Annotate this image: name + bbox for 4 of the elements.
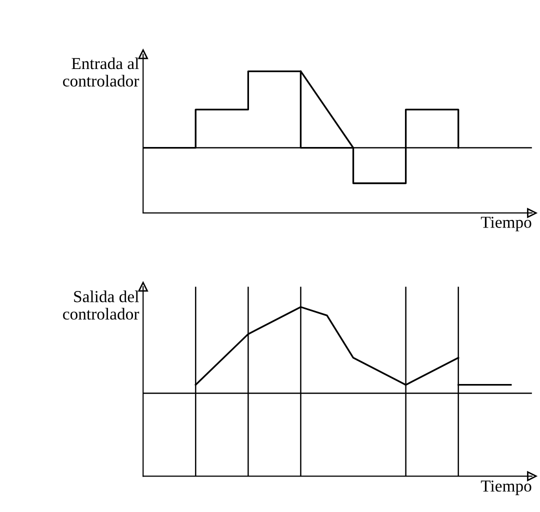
y-axis-title: Salida del controlador (63, 290, 140, 320)
y-axis-title: Entrada al controlador (63, 57, 140, 87)
x-axis-title: Tiempo (480, 216, 532, 232)
x-axis-title: Tiempo (480, 480, 532, 496)
